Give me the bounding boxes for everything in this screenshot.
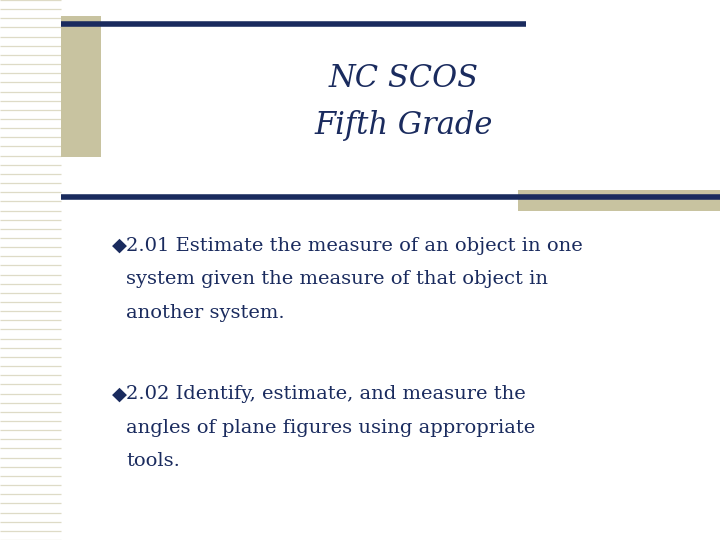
Text: ◆: ◆ <box>112 237 127 255</box>
Text: ◆: ◆ <box>112 385 127 403</box>
Bar <box>61 16 101 157</box>
Text: tools.: tools. <box>126 452 180 470</box>
Text: 2.02 Identify, estimate, and measure the: 2.02 Identify, estimate, and measure the <box>126 385 526 403</box>
Text: Fifth Grade: Fifth Grade <box>314 110 492 141</box>
Text: 2.01 Estimate the measure of an object in one: 2.01 Estimate the measure of an object i… <box>126 237 582 255</box>
Text: angles of plane figures using appropriate: angles of plane figures using appropriat… <box>126 418 535 437</box>
Text: system given the measure of that object in: system given the measure of that object … <box>126 270 548 288</box>
Text: NC SCOS: NC SCOS <box>328 63 478 94</box>
Bar <box>518 190 720 211</box>
Text: another system.: another system. <box>126 303 284 322</box>
